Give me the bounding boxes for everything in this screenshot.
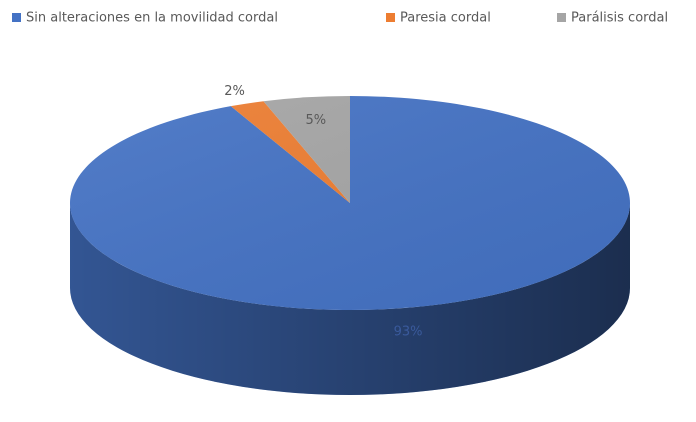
data-label: 2% (224, 84, 245, 99)
slice-side-shade (70, 203, 630, 395)
legend-label: Sin alteraciones en la movilidad cordal (26, 11, 278, 26)
top-shade (70, 96, 630, 310)
legend-swatch (386, 13, 395, 22)
legend-swatch (557, 13, 566, 22)
legend-swatch (12, 13, 21, 22)
legend-label: Parálisis cordal (571, 11, 668, 26)
data-label: 5% (306, 113, 327, 128)
data-label: 93% (394, 325, 423, 340)
legend-label: Paresia cordal (400, 11, 491, 26)
